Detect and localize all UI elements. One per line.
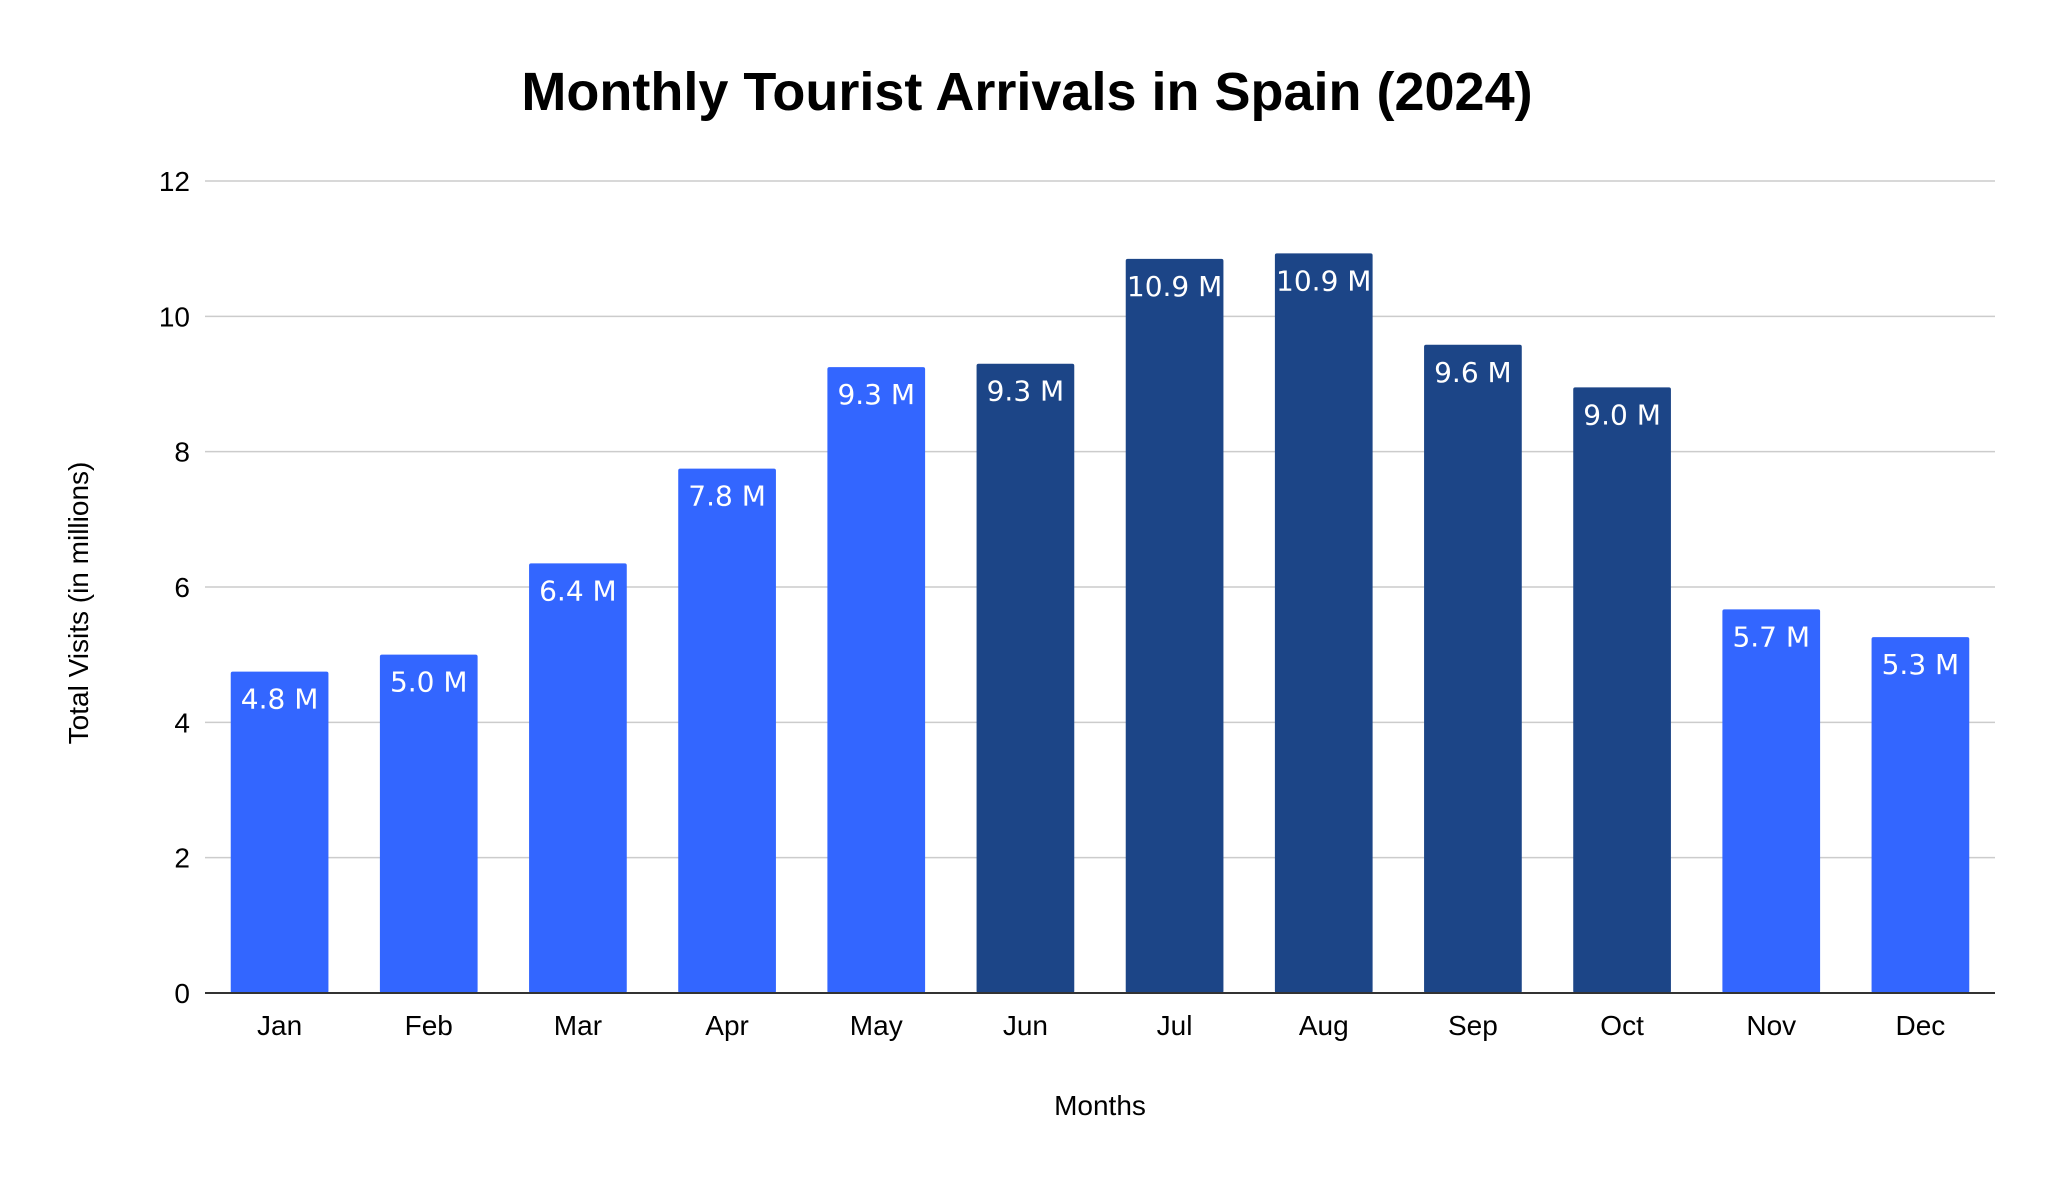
y-tick-label: 6 bbox=[174, 572, 190, 603]
y-tick-label: 0 bbox=[174, 978, 190, 1009]
y-axis-title: Total Visits (in millions) bbox=[63, 462, 94, 745]
data-label-apr: 7.8 M bbox=[688, 480, 766, 513]
x-tick-label-nov: Nov bbox=[1746, 1010, 1796, 1041]
bar-sep bbox=[1424, 344, 1522, 994]
x-tick-label-oct: Oct bbox=[1600, 1010, 1644, 1041]
bar-may bbox=[827, 367, 926, 993]
data-label-oct: 9.0 M bbox=[1583, 398, 1661, 431]
y-tick-label: 2 bbox=[174, 843, 190, 874]
y-tick-label: 4 bbox=[174, 707, 190, 738]
bar-jun bbox=[976, 363, 1075, 993]
x-tick-label-may: May bbox=[850, 1010, 903, 1041]
data-label-mar: 6.4 M bbox=[539, 574, 617, 607]
x-tick-label-jun: Jun bbox=[1003, 1010, 1048, 1041]
data-labels: 4.8 M 5.0 M 6.4 M 7.8 M 9.3 M 9.3 M 10.9 M 10.9… bbox=[241, 264, 1959, 715]
bar-aug bbox=[1274, 253, 1373, 994]
bars bbox=[230, 253, 1970, 994]
bar-nov bbox=[1722, 609, 1821, 993]
x-tick-label-jul: Jul bbox=[1157, 1010, 1193, 1041]
bar-apr bbox=[678, 468, 776, 993]
x-tick-label-apr: Apr bbox=[705, 1010, 749, 1041]
x-axis-title: Months bbox=[1054, 1090, 1146, 1121]
y-tick-label: 10 bbox=[159, 301, 190, 332]
x-axis-ticks: Jan Feb Mar Apr May Jun Jul Aug Sep Oct Nov Dec bbox=[257, 1010, 1945, 1041]
x-tick-label-dec: Dec bbox=[1896, 1010, 1946, 1041]
data-label-sep: 9.6 M bbox=[1434, 356, 1512, 389]
bar-jan bbox=[230, 671, 329, 993]
x-tick-label-jan: Jan bbox=[257, 1010, 302, 1041]
data-label-jun: 9.3 M bbox=[987, 375, 1065, 408]
data-label-jan: 4.8 M bbox=[241, 683, 319, 716]
bar-mar bbox=[529, 563, 627, 993]
data-label-jul: 10.9 M bbox=[1127, 270, 1222, 303]
bar-dec bbox=[1871, 637, 1970, 993]
x-tick-label-aug: Aug bbox=[1299, 1010, 1349, 1041]
data-label-nov: 5.7 M bbox=[1732, 620, 1810, 653]
data-label-aug: 10.9 M bbox=[1276, 264, 1371, 297]
x-tick-label-sep: Sep bbox=[1448, 1010, 1498, 1041]
data-label-feb: 5.0 M bbox=[390, 666, 468, 699]
y-axis-ticks: 0 2 4 6 8 10 12 bbox=[159, 166, 190, 1009]
x-tick-label-feb: Feb bbox=[405, 1010, 453, 1041]
x-tick-label-mar: Mar bbox=[554, 1010, 602, 1041]
bar-oct bbox=[1573, 387, 1671, 994]
data-label-may: 9.3 M bbox=[837, 378, 915, 411]
bar-feb bbox=[379, 654, 478, 993]
y-tick-label: 12 bbox=[159, 166, 190, 197]
gridlines bbox=[205, 180, 1995, 859]
bar-jul bbox=[1125, 258, 1224, 994]
chart-title: Monthly Tourist Arrivals in Spain (2024) bbox=[521, 62, 1532, 122]
data-label-dec: 5.3 M bbox=[1882, 648, 1960, 681]
y-tick-label: 8 bbox=[174, 437, 190, 468]
